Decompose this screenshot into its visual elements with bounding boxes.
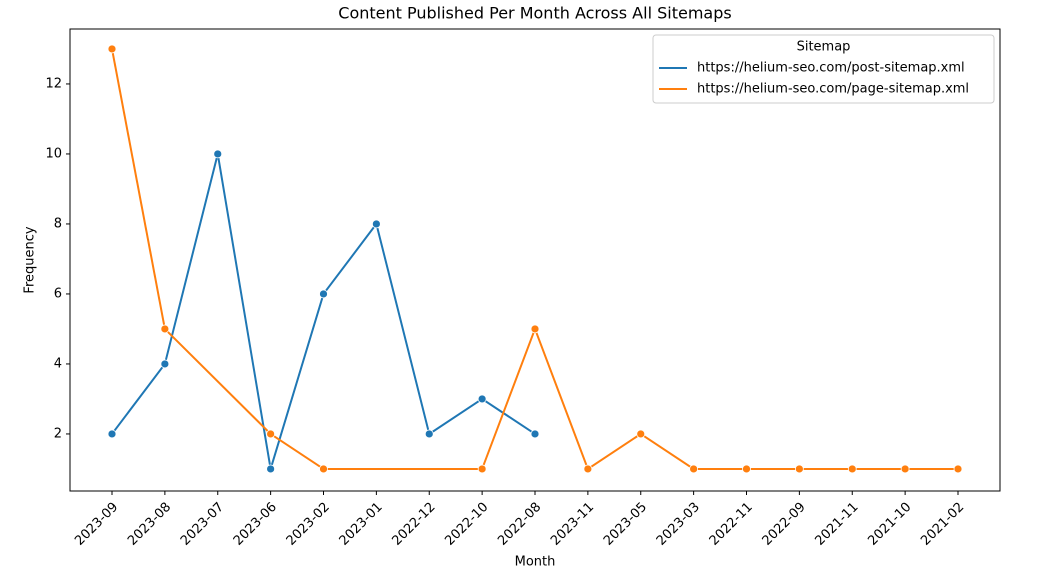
point [424, 429, 434, 439]
x-tick-label: 2021-02 [918, 500, 967, 549]
y-tick-label: 6 [54, 286, 62, 301]
point [847, 464, 857, 474]
point [107, 429, 117, 439]
x-axis-label: Month [515, 555, 556, 570]
y-tick-label: 12 [45, 76, 62, 91]
point [953, 464, 963, 474]
point [266, 429, 276, 439]
legend-label: https://helium-seo.com/page-sitemap.xml [697, 82, 969, 97]
x-tick-label: 2022-11 [707, 500, 756, 549]
legend-title: Sitemap [797, 40, 851, 55]
chart-title: Content Published Per Month Across All S… [338, 4, 731, 23]
x-tick-label: 2022-08 [495, 500, 544, 549]
x-tick-label: 2023-09 [72, 500, 121, 549]
point [477, 394, 487, 404]
point [636, 429, 646, 439]
point [371, 219, 381, 229]
point [530, 429, 540, 439]
point [742, 464, 751, 474]
legend-box [652, 34, 995, 104]
series-line [111, 153, 536, 470]
point [794, 464, 804, 474]
point [213, 149, 223, 159]
y-axis-label: Frequency [23, 226, 38, 293]
x-tick-label: 2023-06 [231, 500, 280, 549]
x-tick-label: 2021-10 [865, 500, 914, 549]
point [900, 464, 910, 474]
x-tick-label: 2023-11 [548, 500, 597, 549]
y-tick-label: 4 [54, 356, 62, 371]
series-line [481, 326, 958, 471]
series-line [111, 48, 166, 330]
x-tick-label: 2023-08 [125, 500, 174, 549]
x-tick-label: 2023-03 [654, 500, 703, 549]
x-tick-label: 2022-09 [760, 500, 809, 549]
point [319, 464, 328, 474]
point [477, 464, 487, 474]
point [160, 359, 170, 369]
series-line [270, 433, 325, 470]
gap-connector [164, 328, 272, 435]
x-tick-label: 2023-02 [284, 500, 333, 549]
y-tick-label: 8 [54, 216, 62, 231]
x-tick-label: 2022-12 [390, 500, 439, 549]
point [266, 464, 276, 474]
point [689, 464, 699, 474]
x-tick-label: 2023-05 [601, 500, 650, 549]
y-tick-label: 2 [54, 426, 62, 441]
point [160, 324, 170, 334]
point [583, 464, 593, 474]
point [107, 44, 117, 54]
point [530, 324, 540, 334]
x-tick-label: 2022-10 [442, 500, 491, 549]
point [319, 289, 328, 299]
x-tick-label: 2023-07 [178, 500, 227, 549]
x-tick-label: 2021-11 [813, 500, 862, 549]
x-tick-label: 2023-01 [337, 500, 386, 549]
legend-label: https://helium-seo.com/post-sitemap.xml [697, 61, 965, 76]
y-tick-label: 10 [45, 146, 62, 161]
